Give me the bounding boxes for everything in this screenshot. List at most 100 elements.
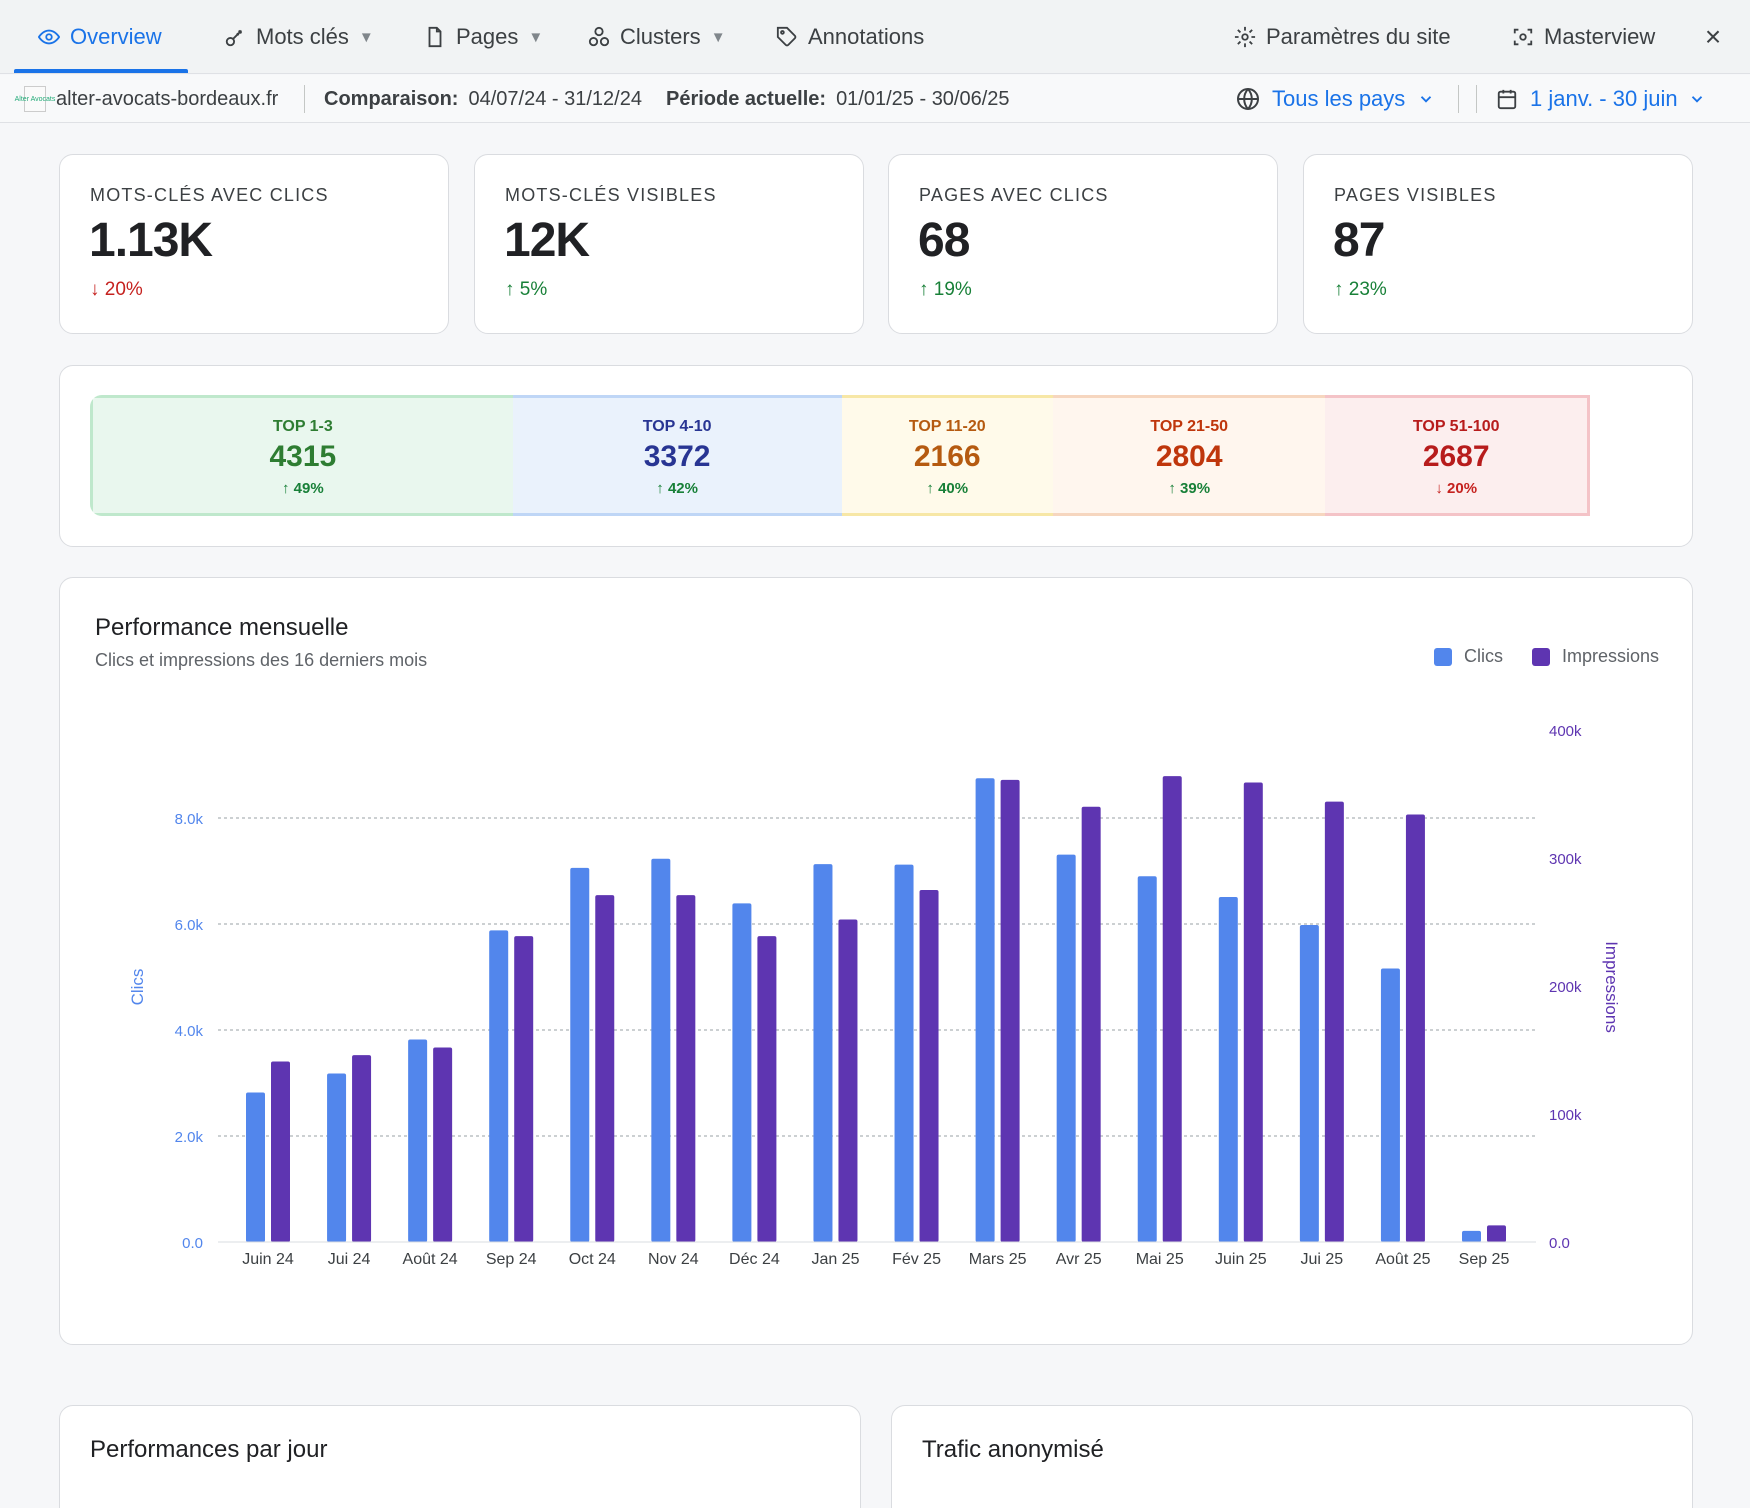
arrow-up-icon: ↑ — [505, 279, 515, 300]
masterview-icon — [1513, 28, 1533, 46]
rank-segment[interactable]: TOP 1-3 4315 ↑ 49% — [90, 395, 513, 516]
country-dropdown-value: Tous les pays — [1272, 86, 1406, 111]
kpi-delta: ↑ 5% — [505, 279, 548, 300]
info-bar: Alter Avocats alter-avocats-bordeaux.fr … — [0, 75, 1750, 123]
rank-segment[interactable]: TOP 21-50 2804 ↑ 39% — [1052, 395, 1326, 516]
tab-clusters[interactable]: Clusters ▼ — [588, 0, 726, 74]
kpi-value: 1.13K — [89, 214, 213, 267]
legend-swatch — [1434, 647, 1452, 666]
arrow-down-icon: ↓ — [1435, 480, 1443, 497]
chevron-down-icon: ▼ — [528, 28, 544, 46]
kpi-value: 87 — [1333, 214, 1385, 267]
arrow-up-icon: ↑ — [656, 480, 664, 497]
daily-performance-card — [59, 1405, 861, 1508]
rank-delta: ↑ 49% — [281, 480, 324, 497]
tab-mots-cles-label: Mots clés — [256, 24, 349, 49]
rank-delta: ↑ 42% — [656, 480, 698, 497]
date-range-value: 1 janv. - 30 juin — [1530, 86, 1678, 111]
current-period-label: Période actuelle: — [666, 87, 827, 110]
eye-icon — [38, 29, 60, 45]
chevron-down-icon — [1421, 96, 1432, 103]
legend-clics[interactable]: Clics — [1434, 646, 1503, 667]
clusters-icon — [588, 26, 610, 47]
tab-pages-label: Pages — [456, 24, 519, 49]
date-range-picker[interactable]: 1 janv. - 30 juin — [1496, 75, 1706, 123]
kpi-delta: ↑ 19% — [919, 279, 972, 300]
rank-value: 2166 — [913, 440, 981, 473]
rank-value: 2687 — [1422, 440, 1490, 473]
kpi-delta: ↓ 20% — [90, 279, 143, 300]
comparison-label: Comparaison: — [324, 87, 459, 110]
legend-swatch — [1532, 647, 1550, 666]
tab-mots-cles[interactable]: Mots clés ▼ — [224, 0, 374, 74]
rank-label: TOP 1-3 — [272, 418, 333, 435]
kpi-value: 68 — [918, 214, 970, 267]
masterview-label: Masterview — [1544, 24, 1656, 49]
chevron-down-icon — [1691, 96, 1702, 103]
kpi-value: 12K — [504, 214, 590, 267]
current-period-value: 01/01/25 - 30/06/25 — [836, 87, 1010, 110]
rank-label: TOP 21-50 — [1150, 418, 1229, 435]
tab-overview-label: Overview — [70, 24, 162, 49]
globe-icon — [1237, 88, 1259, 110]
rank-label: TOP 4-10 — [642, 418, 712, 435]
legend-label: Clics — [1464, 646, 1503, 666]
divider — [1476, 85, 1477, 113]
tab-pages[interactable]: Pages ▼ — [424, 0, 543, 74]
active-tab-indicator — [14, 69, 188, 73]
tab-annotations-label: Annotations — [808, 24, 925, 49]
ranking-distribution-bar: TOP 1-3 4315 ↑ 49% TOP 4-10 3372 ↑ 42% TOP 11-… — [90, 395, 1662, 516]
kpi-title: PAGES AVEC CLICS — [919, 185, 1109, 205]
top-navigation: Overview Mots clés ▼ Pages ▼ Clusters ▼ … — [0, 0, 1750, 74]
chart-title: Performance mensuelle — [95, 614, 349, 641]
arrow-up-icon: ↑ — [1334, 279, 1344, 300]
anonymized-traffic-card — [891, 1405, 1693, 1508]
kpi-card: MOTS-CLÉS VISIBLES 12K ↑ 5% — [474, 154, 864, 334]
key-icon — [225, 29, 243, 47]
rank-segment[interactable]: TOP 51-100 2687 ↓ 20% — [1325, 395, 1590, 516]
tag-icon — [776, 26, 797, 47]
legend-impressions[interactable]: Impressions — [1532, 646, 1659, 667]
rank-delta: ↑ 39% — [1168, 480, 1211, 497]
rank-value: 2804 — [1155, 440, 1223, 473]
daily-performance-title: Performances par jour — [90, 1436, 328, 1463]
rank-label: TOP 11-20 — [908, 418, 986, 435]
rank-label: TOP 51-100 — [1412, 418, 1500, 435]
site-settings-label: Paramètres du site — [1266, 24, 1451, 49]
site-favicon: Alter Avocats — [15, 86, 55, 112]
chevron-down-icon: ▼ — [710, 28, 726, 46]
rank-delta: ↑ 40% — [926, 480, 969, 497]
current-period: Période actuelle: 01/01/25 - 30/06/25 — [666, 75, 1010, 123]
tab-annotations[interactable]: Annotations — [776, 0, 924, 74]
kpi-title: MOTS-CLÉS VISIBLES — [505, 185, 717, 205]
site-settings-button[interactable]: Paramètres du site — [1234, 0, 1451, 74]
site-domain: alter-avocats-bordeaux.fr — [56, 87, 279, 110]
rank-value: 3372 — [643, 440, 711, 473]
page-icon — [428, 26, 442, 48]
rank-delta: ↓ 20% — [1435, 480, 1478, 497]
comparison-value: 04/07/24 - 31/12/24 — [468, 87, 642, 110]
arrow-up-icon: ↑ — [919, 279, 929, 300]
gear-icon — [1234, 26, 1256, 48]
kpi-card: PAGES VISIBLES 87 ↑ 23% — [1303, 154, 1693, 334]
arrow-up-icon: ↑ — [926, 480, 934, 497]
divider — [304, 85, 305, 113]
arrow-up-icon: ↑ — [281, 480, 290, 497]
tab-overview[interactable]: Overview — [38, 0, 162, 74]
rank-segment[interactable]: TOP 4-10 3372 ↑ 42% — [512, 395, 842, 516]
site-identifier: Alter Avocats alter-avocats-bordeaux.fr — [15, 75, 279, 123]
monthly-performance-card — [59, 577, 1693, 1345]
kpi-title: MOTS-CLÉS AVEC CLICS — [90, 185, 329, 205]
kpi-card: PAGES AVEC CLICS 68 ↑ 19% — [888, 154, 1278, 334]
tab-clusters-label: Clusters — [620, 24, 701, 49]
masterview-button[interactable]: Masterview — [1512, 0, 1655, 74]
kpi-title: PAGES VISIBLES — [1334, 185, 1497, 205]
rank-segment[interactable]: TOP 11-20 2166 ↑ 40% — [841, 395, 1053, 516]
country-dropdown[interactable]: Tous les pays — [1236, 75, 1435, 123]
comparison-period: Comparaison: 04/07/24 - 31/12/24 — [324, 75, 642, 123]
legend-label: Impressions — [1562, 646, 1660, 666]
close-button[interactable]: × — [1704, 21, 1722, 52]
arrow-up-icon: ↑ — [1168, 480, 1176, 497]
divider — [1458, 85, 1459, 113]
rank-value: 4315 — [269, 440, 337, 473]
